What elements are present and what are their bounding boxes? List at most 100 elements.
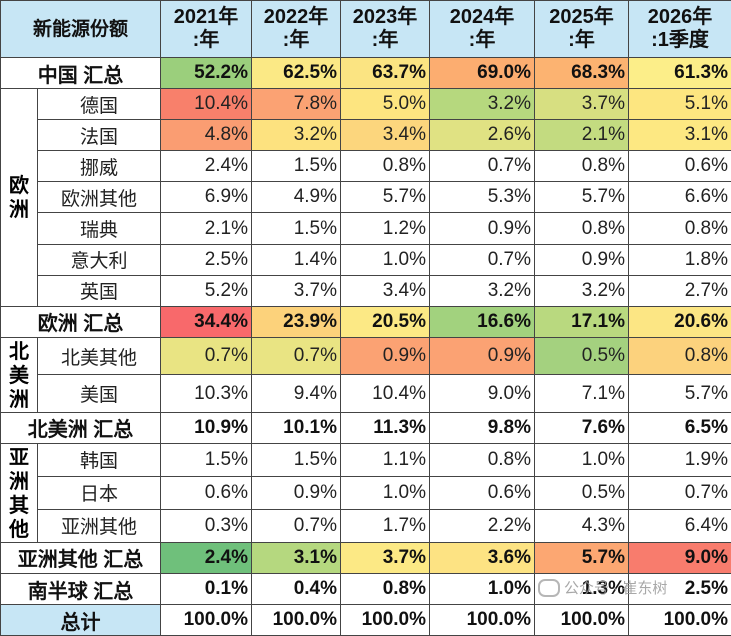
value-cell: 20.5% bbox=[341, 306, 430, 337]
value-cell: 1.0% bbox=[341, 244, 430, 275]
row-label: 挪威 bbox=[38, 151, 161, 182]
value-cell: 5.1% bbox=[629, 89, 731, 120]
value-cell: 2.7% bbox=[629, 275, 731, 306]
value-cell: 3.2% bbox=[430, 275, 535, 306]
value-cell: 3.2% bbox=[535, 275, 629, 306]
header-row: 新能源份额 2021年:年 2022年:年 2023年:年 2024年:年 20… bbox=[1, 1, 731, 58]
value-cell: 6.5% bbox=[629, 412, 731, 443]
value-cell: 1.2% bbox=[341, 213, 430, 244]
subtotal-label: 北美洲 汇总 bbox=[1, 412, 161, 443]
row-label: 英国 bbox=[38, 275, 161, 306]
value-cell: 0.7% bbox=[161, 337, 252, 375]
value-cell: 0.6% bbox=[161, 476, 252, 509]
subtotal-label: 欧洲 汇总 bbox=[1, 306, 161, 337]
row-label: 意大利 bbox=[38, 244, 161, 275]
value-cell: 61.3% bbox=[629, 58, 731, 89]
value-cell: 100.0% bbox=[161, 605, 252, 636]
value-cell: 5.3% bbox=[430, 182, 535, 213]
value-cell: 100.0% bbox=[430, 605, 535, 636]
value-cell: 0.8% bbox=[535, 151, 629, 182]
value-cell: 10.9% bbox=[161, 412, 252, 443]
value-cell: 1.5% bbox=[161, 443, 252, 476]
value-cell: 7.1% bbox=[535, 375, 629, 413]
value-cell: 100.0% bbox=[252, 605, 341, 636]
value-cell: 6.4% bbox=[629, 509, 731, 542]
value-cell: 4.8% bbox=[161, 120, 252, 151]
value-cell: 5.7% bbox=[535, 182, 629, 213]
value-cell: 3.4% bbox=[341, 120, 430, 151]
row-label: 德国 bbox=[38, 89, 161, 120]
row-label: 美国 bbox=[38, 375, 161, 413]
value-cell: 6.6% bbox=[629, 182, 731, 213]
header-col-2022: 2022年:年 bbox=[252, 1, 341, 58]
value-cell: 3.2% bbox=[430, 89, 535, 120]
value-cell: 0.9% bbox=[430, 337, 535, 375]
value-cell: 2.5% bbox=[629, 574, 731, 605]
group-label: 北美洲 bbox=[1, 337, 38, 412]
value-cell: 100.0% bbox=[629, 605, 731, 636]
subtotal-label: 亚洲其他 汇总 bbox=[1, 542, 161, 573]
value-cell: 2.6% bbox=[430, 120, 535, 151]
value-cell: 100.0% bbox=[535, 605, 629, 636]
value-cell: 9.8% bbox=[430, 412, 535, 443]
value-cell: 5.7% bbox=[535, 542, 629, 573]
value-cell: 0.8% bbox=[629, 337, 731, 375]
value-cell: 3.2% bbox=[252, 120, 341, 151]
value-cell: 2.4% bbox=[161, 151, 252, 182]
value-cell: 9.4% bbox=[252, 375, 341, 413]
header-col-2021: 2021年:年 bbox=[161, 1, 252, 58]
row-label: 亚洲其他 bbox=[38, 509, 161, 542]
value-cell: 1.1% bbox=[341, 443, 430, 476]
row-label: 日本 bbox=[38, 476, 161, 509]
value-cell: 9.0% bbox=[430, 375, 535, 413]
value-cell: 7.8% bbox=[252, 89, 341, 120]
value-cell: 1.9% bbox=[629, 443, 731, 476]
value-cell: 10.1% bbox=[252, 412, 341, 443]
value-cell: 1.8% bbox=[629, 244, 731, 275]
value-cell: 69.0% bbox=[430, 58, 535, 89]
value-cell: 0.1% bbox=[161, 574, 252, 605]
value-cell: 17.1% bbox=[535, 306, 629, 337]
value-cell: 9.0% bbox=[629, 542, 731, 573]
header-col-2026: 2026年:1季度 bbox=[629, 1, 731, 58]
subtotal-label: 中国 汇总 bbox=[1, 58, 161, 89]
value-cell: 23.9% bbox=[252, 306, 341, 337]
subtotal-label: 南半球 汇总 bbox=[1, 574, 161, 605]
value-cell: 0.8% bbox=[341, 574, 430, 605]
value-cell: 0.7% bbox=[430, 151, 535, 182]
value-cell: 0.8% bbox=[341, 151, 430, 182]
header-corner: 新能源份额 bbox=[1, 1, 161, 58]
value-cell: 1.5% bbox=[252, 151, 341, 182]
header-col-2024: 2024年:年 bbox=[430, 1, 535, 58]
value-cell: 0.7% bbox=[430, 244, 535, 275]
value-cell: 3.1% bbox=[629, 120, 731, 151]
value-cell: 2.4% bbox=[161, 542, 252, 573]
value-cell: 5.7% bbox=[341, 182, 430, 213]
value-cell: 1.5% bbox=[252, 443, 341, 476]
value-cell: 0.9% bbox=[535, 244, 629, 275]
value-cell: 20.6% bbox=[629, 306, 731, 337]
value-cell: 0.3% bbox=[161, 509, 252, 542]
value-cell: 11.3% bbox=[341, 412, 430, 443]
value-cell: 7.6% bbox=[535, 412, 629, 443]
header-col-2023: 2023年:年 bbox=[341, 1, 430, 58]
row-label: 欧洲其他 bbox=[38, 182, 161, 213]
value-cell: 5.2% bbox=[161, 275, 252, 306]
value-cell: 100.0% bbox=[341, 605, 430, 636]
value-cell: 0.8% bbox=[629, 213, 731, 244]
value-cell: 4.3% bbox=[535, 509, 629, 542]
